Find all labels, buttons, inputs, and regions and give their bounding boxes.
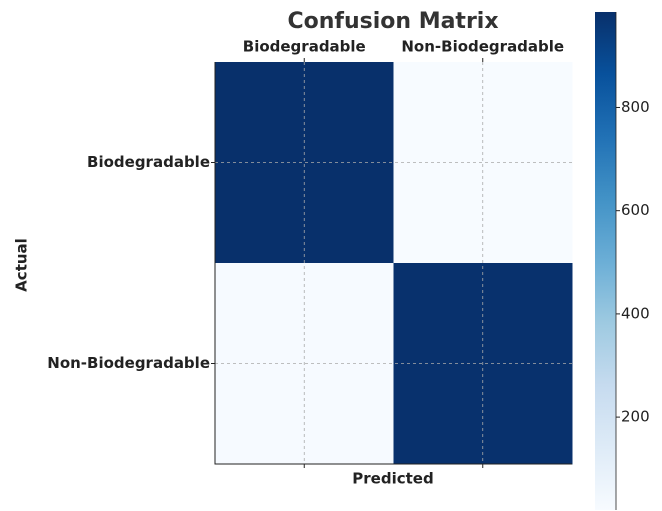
colorbar-tick-label: 400 [621,304,650,322]
axis-line [214,62,572,465]
colorbar [595,12,616,510]
colorbar-tick-label: 800 [621,98,650,116]
heatmap-cell [215,62,394,264]
x-tick-label: Non-Biodegradable [401,38,564,56]
x-tick-label: Biodegradable [243,38,366,56]
y-tick-label: Non-Biodegradable [47,354,210,372]
y-axis-label: Actual [13,238,31,292]
colorbar-tick-label: 600 [621,201,650,219]
y-tick-label: Biodegradable [87,153,210,171]
colorbar-tick-label: 200 [621,408,650,426]
chart-title: Confusion Matrix [287,9,498,34]
heatmap-cell [393,62,573,264]
x-axis-label: Predicted [352,470,433,488]
